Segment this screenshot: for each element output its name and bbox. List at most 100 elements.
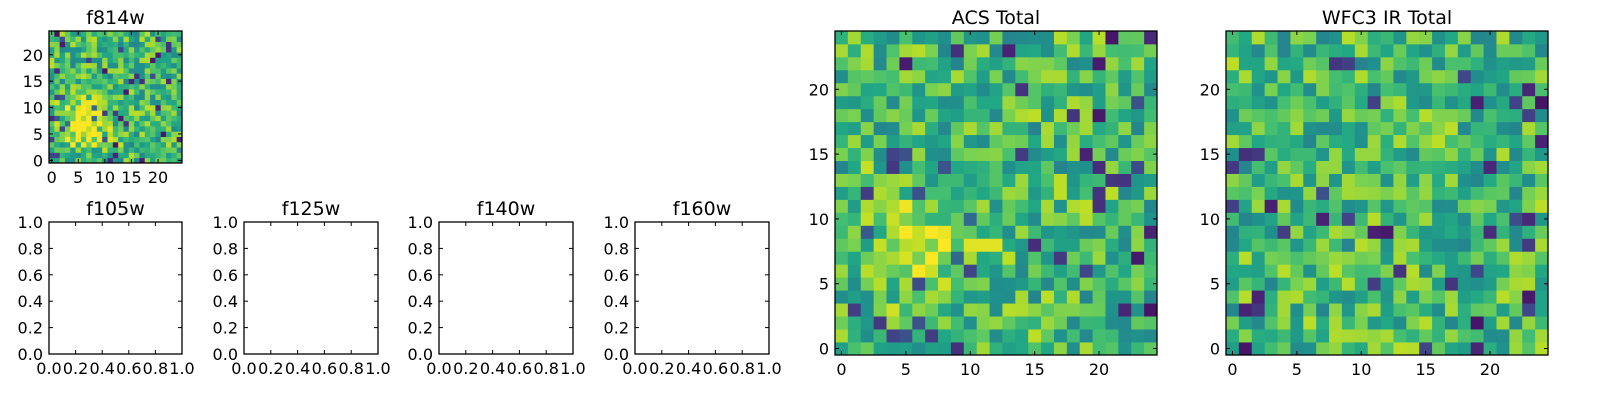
heatmap-cell [166,131,172,137]
heatmap-cell [1457,134,1472,149]
heatmap-cell [1341,95,1356,110]
heatmap-cell [835,95,849,110]
heatmap-cell [1470,31,1484,45]
heatmap-cell [1238,225,1253,239]
heatmap-cell [847,290,862,304]
heatmap-cell [860,31,875,45]
heatmap-cell [107,152,114,159]
heatmap-cell [70,131,76,137]
heatmap-cell [1444,329,1459,343]
heatmap-cell [1105,56,1119,71]
heatmap-cell [59,152,66,159]
heatmap-cell [963,199,978,213]
heatmap-cell [1367,134,1381,149]
heatmap-cell [128,78,135,85]
heatmap-cell [1238,82,1253,97]
heatmap-cell [1290,238,1304,252]
heatmap-cell [160,94,167,101]
heatmap-cell [1105,277,1119,291]
heatmap-cell [1251,82,1266,97]
heatmap-cell [873,290,887,304]
heatmap-cell [1457,43,1472,58]
heatmap-cell [134,115,140,122]
heatmap-cell [176,36,183,42]
heatmap-cell [1509,95,1523,110]
heatmap-cell [144,131,151,137]
heatmap-cell [1028,342,1042,356]
heatmap-cell [64,78,71,85]
heatmap-cell [1144,69,1158,84]
heatmap-cell [899,277,913,291]
heatmap-cell [150,104,156,111]
heatmap-cell [155,52,162,58]
heatmap-cell [59,136,66,143]
heatmap-cell [847,329,862,343]
heatmap-cell [91,78,98,85]
heatmap-cell [1509,277,1523,291]
heatmap-cell [86,62,92,69]
heatmap-cell [80,157,87,164]
heatmap-cell [1316,212,1330,226]
heatmap-cell [1079,303,1093,317]
heatmap-cell [171,83,178,90]
heatmap-cell [102,99,108,106]
heatmap-cell [112,31,119,37]
heatmap-cell [1470,329,1484,343]
heatmap-cell [134,131,140,137]
x-tick-label: 0.2 [453,359,478,378]
heatmap-cell [102,94,108,101]
heatmap-cell [107,157,114,164]
heatmap-cell [107,110,114,116]
heatmap-cell [112,94,119,101]
heatmap-cell [91,157,98,164]
heatmap-cell [1341,342,1356,356]
heatmap-cell [107,73,114,79]
heatmap-cell [912,212,926,226]
heatmap-cell [1393,134,1407,149]
heatmap-cell [75,62,82,69]
heatmap-cell [1419,251,1433,265]
heatmap-cell [171,120,178,127]
heatmap-cell [1144,147,1158,161]
heatmap-cell [91,67,98,74]
heatmap-cell [1483,173,1497,187]
heatmap-cell [144,126,151,132]
heatmap-cell [1380,329,1394,343]
heatmap-cell [102,126,108,132]
heatmap-cell [1316,43,1330,58]
heatmap-cell [134,157,140,164]
heatmap-cell [144,41,151,48]
heatmap-cell [160,46,167,53]
heatmap-cell [1444,43,1459,58]
heatmap-cell [1264,212,1278,226]
heatmap-cell [118,152,124,159]
heatmap-cell [976,147,990,161]
heatmap-cell [1028,43,1042,58]
heatmap-cell [1131,173,1145,187]
heatmap-cell [1105,173,1119,187]
heatmap-cell [160,67,167,74]
heatmap-cell [938,264,952,278]
heatmap-cell [144,136,151,143]
heatmap-cell [1406,56,1420,71]
heatmap-cell [835,82,849,97]
heatmap-cell [86,57,92,64]
heatmap-cell [1354,264,1369,278]
heatmap-cell [899,225,913,239]
x-tick-label: 0.2 [258,359,283,378]
heatmap-cell [112,62,119,69]
heatmap-cell [1483,43,1497,58]
heatmap-cell [1432,316,1446,330]
heatmap-cell [1496,264,1510,278]
heatmap-cell [912,342,926,356]
heatmap-cell [59,94,66,101]
heatmap-cell [128,73,135,79]
heatmap-cell [1457,31,1472,45]
heatmap-cell [1053,108,1068,123]
heatmap-cell [1041,160,1055,174]
heatmap-cell [96,136,103,143]
heatmap-cell [1406,108,1420,123]
heatmap-cell [1226,82,1240,97]
heatmap-cell [847,199,862,213]
heatmap-cell [1483,225,1497,239]
